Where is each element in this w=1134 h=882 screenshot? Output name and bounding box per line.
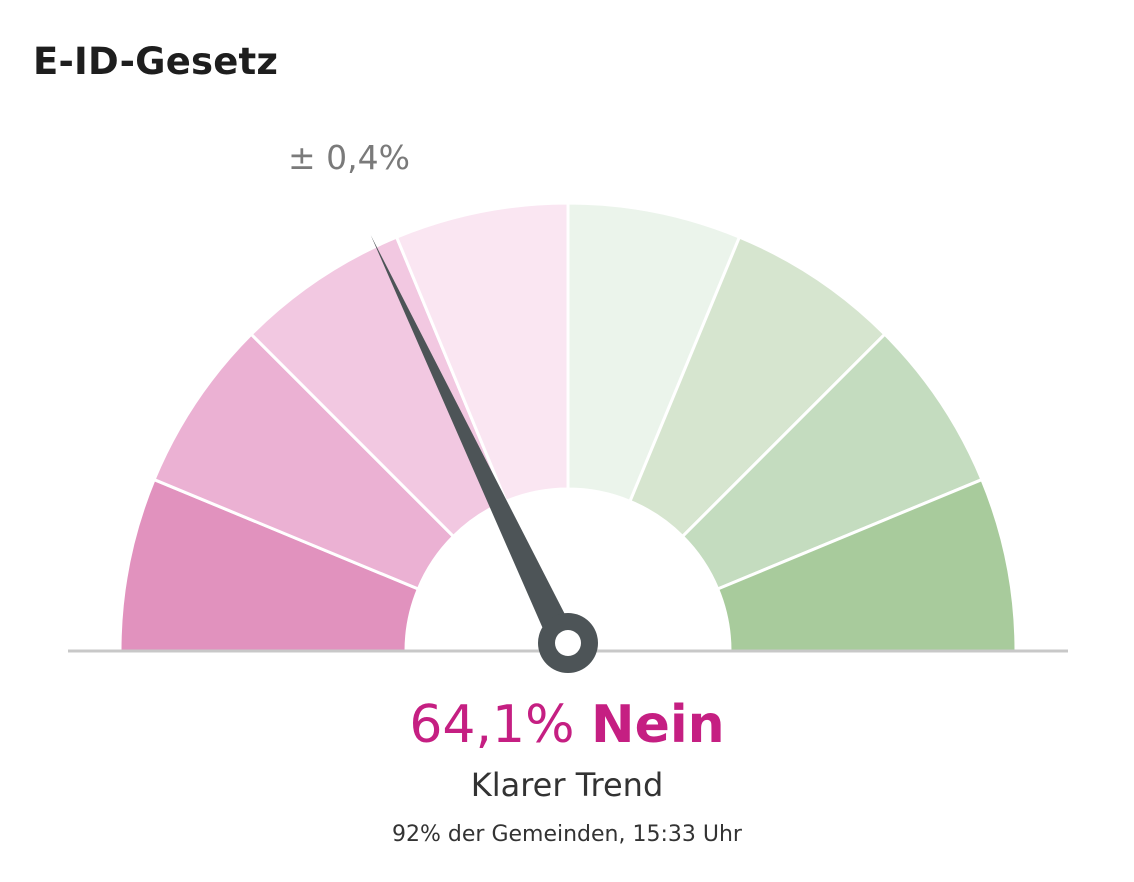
- result-value: 64,1%: [409, 695, 575, 755]
- result-line: 64,1% Nein: [0, 694, 1134, 756]
- gauge-needle-pointer: [370, 235, 581, 658]
- gauge-needle-hub-hole: [555, 630, 581, 656]
- counting-status: 92% der Gemeinden, 15:33 Uhr: [392, 822, 742, 847]
- chart-title: E-ID-Gesetz: [33, 40, 279, 83]
- gauge-chart: ± 0,4%: [68, 138, 1068, 673]
- gauge-needle: [370, 235, 598, 673]
- gauge-segments: [118, 201, 1018, 653]
- margin-of-error-label: ± 0,4%: [288, 138, 410, 177]
- trend-label: Klarer Trend: [470, 766, 664, 804]
- result-answer: Nein: [591, 695, 725, 755]
